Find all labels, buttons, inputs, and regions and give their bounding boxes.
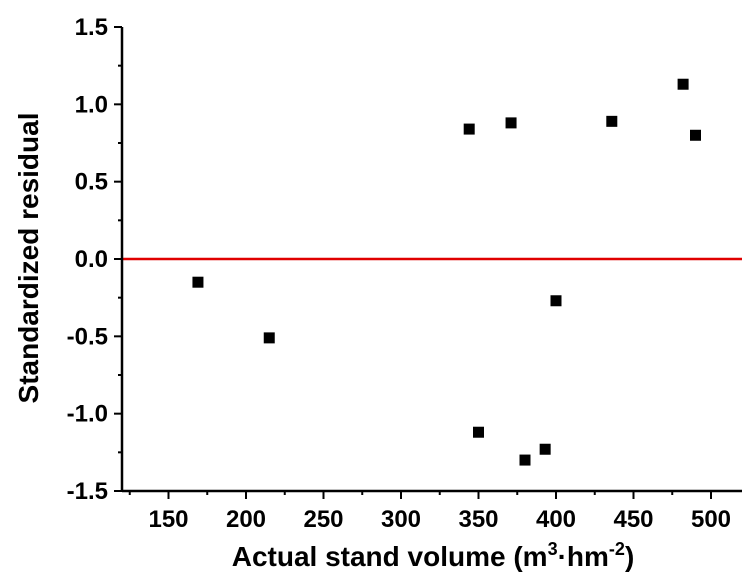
x-tick-label: 400 <box>536 506 576 533</box>
y-tick-label: 0.5 <box>75 169 108 196</box>
x-tick-label: 450 <box>613 506 653 533</box>
data-point <box>505 117 517 129</box>
x-axis-title-end: ) <box>625 541 634 572</box>
data-point <box>463 123 475 135</box>
x-tick-label: 250 <box>303 506 343 533</box>
data-point <box>550 295 562 307</box>
x-tick-label: 150 <box>148 506 188 533</box>
data-point <box>539 443 551 455</box>
x-axis-title: Actual stand volume (m3·hm-2) <box>232 539 635 572</box>
x-tick-label: 300 <box>381 506 421 533</box>
y-tick-label: -1.0 <box>67 401 108 428</box>
data-point <box>263 332 275 344</box>
data-point <box>519 454 531 466</box>
y-axis-ticks: -1.5 -1.0 -0.5 0.0 0.5 1.0 1.5 <box>67 14 122 505</box>
x-axis-title-main: Actual stand volume (m <box>232 541 548 572</box>
x-axis-title-sup1: 3 <box>548 539 558 559</box>
data-point <box>690 129 701 141</box>
y-tick-label: -0.5 <box>67 323 108 350</box>
y-tick-label: 1.5 <box>75 14 108 41</box>
y-tick-label: -1.5 <box>67 478 108 505</box>
data-point <box>606 115 618 127</box>
x-axis-title-sup2: -2 <box>609 539 625 559</box>
x-tick-label: 350 <box>458 506 498 533</box>
data-point <box>473 426 484 438</box>
x-axis-title-mid: ·hm <box>558 541 609 572</box>
y-axis-title: Standardized residual <box>13 113 44 404</box>
data-point <box>677 78 689 90</box>
y-tick-label: 1.0 <box>75 91 108 118</box>
x-tick-label: 500 <box>691 506 731 533</box>
x-axis-ticks: 150 200 250 300 350 400 450 500 <box>128 491 731 533</box>
y-tick-label: 0.0 <box>75 246 108 273</box>
data-point <box>192 276 204 288</box>
x-tick-label: 200 <box>226 506 266 533</box>
data-points <box>192 78 701 466</box>
